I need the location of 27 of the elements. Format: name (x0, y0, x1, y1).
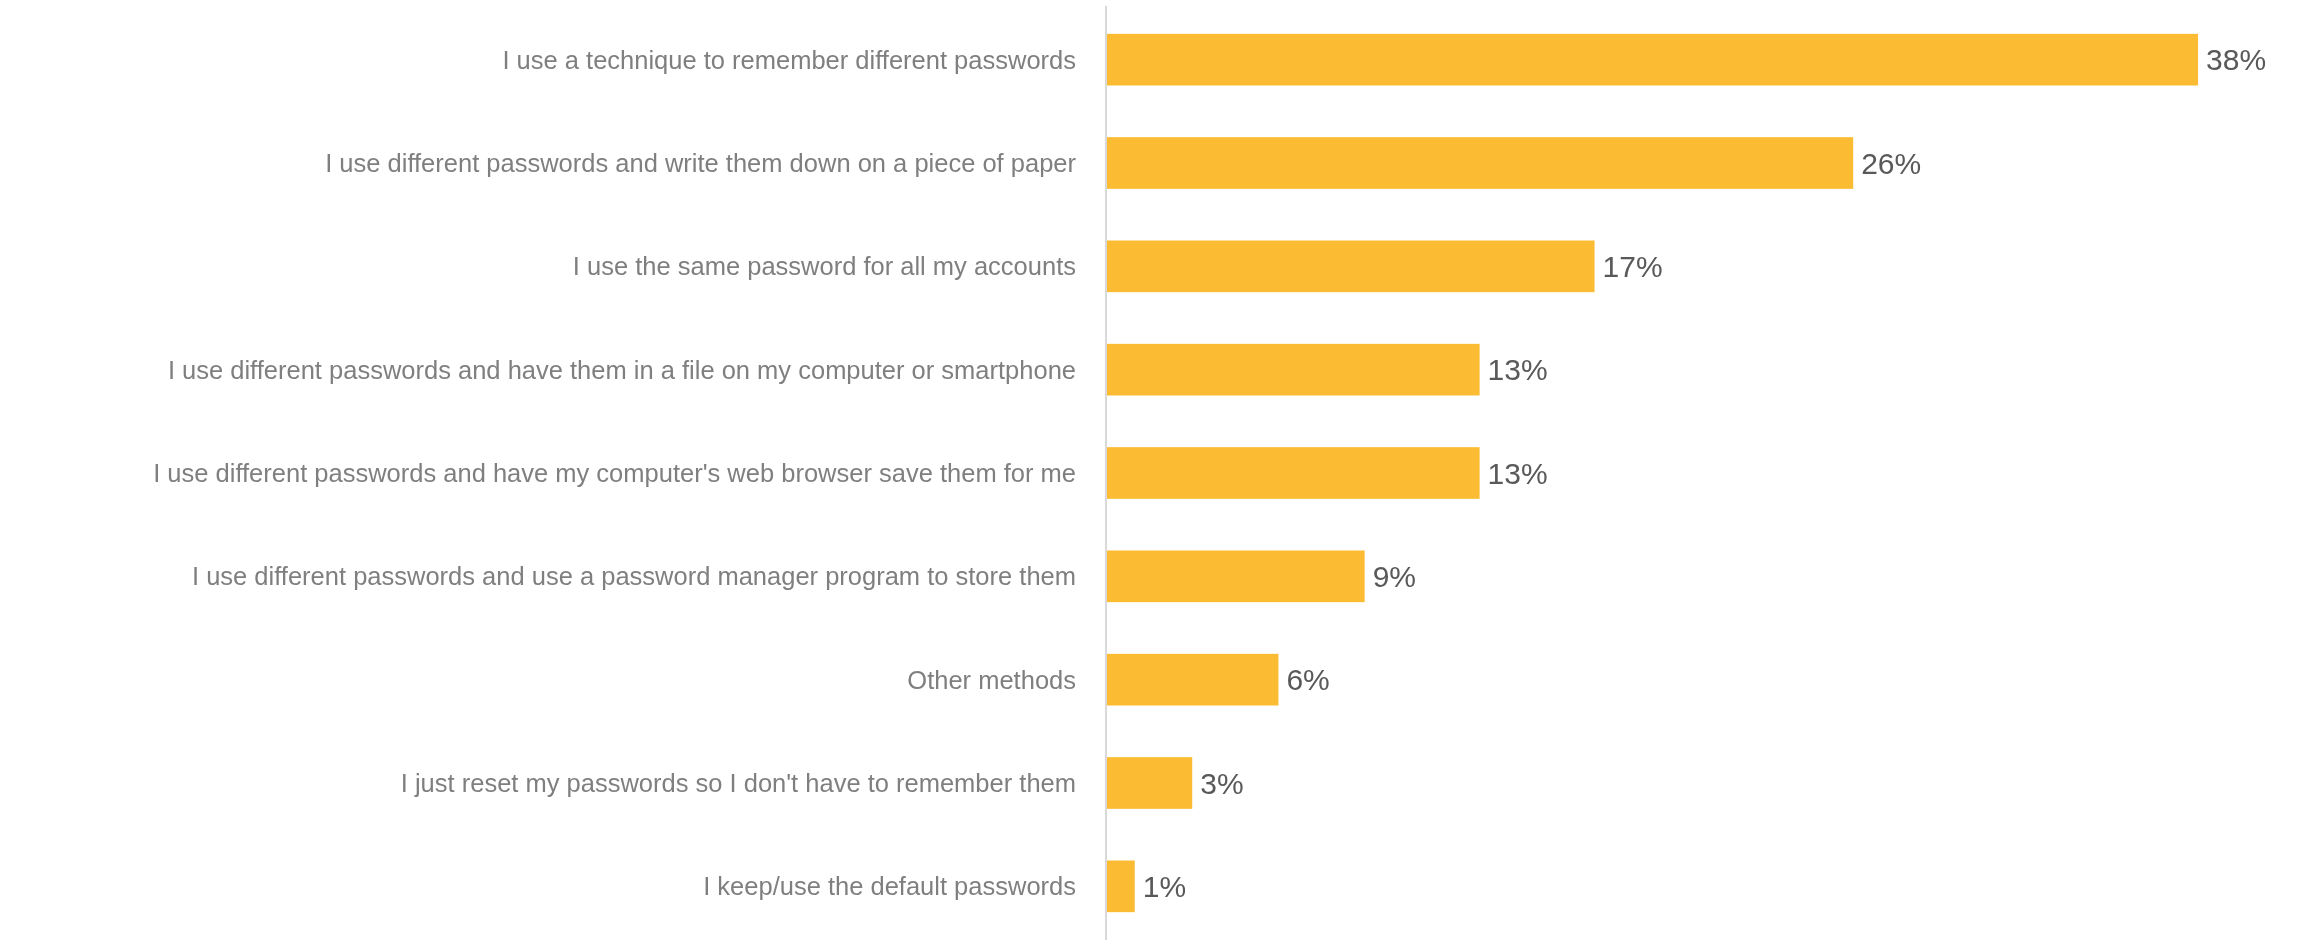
bar (1106, 653, 1279, 706)
y-tick-label: Other methods (907, 665, 1076, 694)
bar (1106, 137, 1854, 189)
bar (1106, 550, 1365, 603)
data-label: 3% (1200, 766, 1244, 800)
bar (1106, 757, 1193, 809)
data-label: 9% (1372, 559, 1416, 593)
y-tick-label: I use different passwords and have them in a file on my computer or smartphone (167, 355, 1076, 384)
data-label: 13% (1487, 353, 1548, 387)
y-tick-label: I use different passwords and write them down on a piece of paper (325, 148, 1077, 177)
data-label: 1% (1142, 869, 1187, 903)
y-tick-label: I use the same password for all my accounts (572, 252, 1076, 281)
y-tick-label: I use different passwords and use a password manager program to store them (192, 562, 1076, 591)
y-tick-label: I use different passwords and have my computer's web browser save them for me (153, 458, 1076, 487)
data-label: 6% (1286, 663, 1330, 697)
data-label: 38% (2206, 43, 2267, 77)
bar (1106, 447, 1480, 499)
bar (1106, 33, 2199, 86)
y-tick-label: I use a technique to remember different passwords (502, 45, 1076, 74)
y-tick-label: I just reset my passwords so I don't have to remember them (400, 768, 1076, 797)
bar (1106, 860, 1135, 913)
y-tick-label: I keep/use the default passwords (703, 872, 1076, 901)
data-label: 13% (1487, 456, 1548, 490)
data-label: 17% (1602, 249, 1663, 283)
bar (1106, 240, 1595, 293)
bar (1106, 343, 1480, 396)
data-label: 26% (1861, 146, 1922, 180)
